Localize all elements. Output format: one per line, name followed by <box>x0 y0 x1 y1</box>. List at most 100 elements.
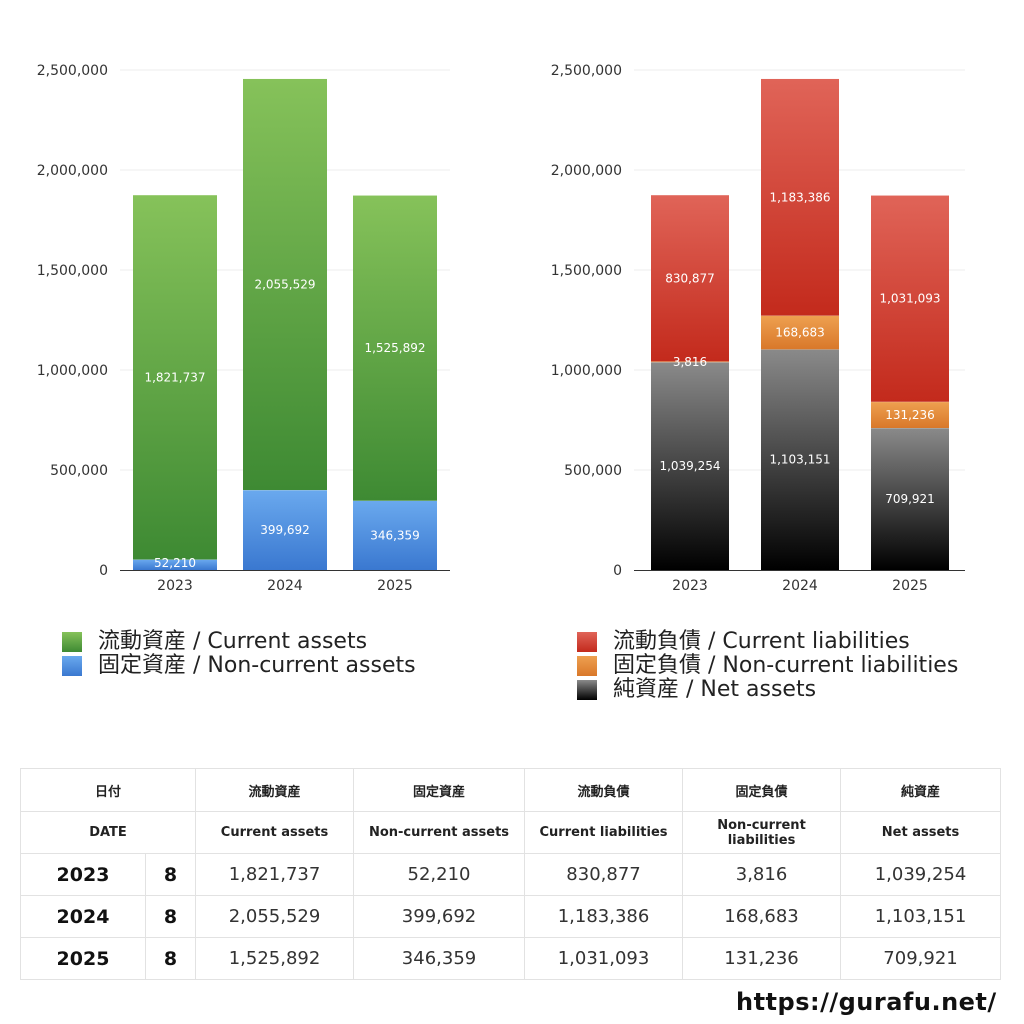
header-net-assets-en: Net assets <box>840 811 1002 854</box>
legend-item: 純資産 / Net assets <box>577 678 958 702</box>
cell-current-liabilities: 830,877 <box>524 853 684 896</box>
header-non-current-liabilities-en: Non-current liabilities <box>682 811 842 854</box>
data-label: 830,877 <box>665 271 715 285</box>
data-label: 709,921 <box>885 492 935 506</box>
legend-item: 流動資産 / Current assets <box>62 630 416 654</box>
header-non-current-assets-en: Non-current assets <box>353 811 526 854</box>
liabilities-chart: 0 500,000 1,000,000 1,500,000 2,000,000 2,500… <box>512 0 1024 614</box>
row-year: 2025 <box>20 937 146 980</box>
bar-segment <box>133 195 217 560</box>
bar-segment <box>133 559 217 570</box>
cell-current-liabilities: 1,183,386 <box>524 895 684 938</box>
bar-segment <box>651 361 729 363</box>
y-tick-label: 1,500,000 <box>551 263 622 279</box>
legend-item: 流動負債 / Current liabilities <box>577 630 958 654</box>
legend-item: 固定資産 / Non-current assets <box>62 654 416 678</box>
liabilities-legend: 流動負債 / Current liabilities 固定負債 / Non-cur… <box>577 630 958 702</box>
cell-net-assets: 709,921 <box>840 937 1002 980</box>
row-months: 8 <box>144 895 197 938</box>
header-current-liabilities-en: Current liabilities <box>524 811 684 854</box>
bar-segment <box>761 78 839 316</box>
legend-label: 固定負債 / Non-current liabilities <box>613 653 959 678</box>
data-label: 346,359 <box>370 528 420 542</box>
row-year: 2023 <box>20 853 146 896</box>
y-tick-label: 1,500,000 <box>37 263 108 279</box>
x-tick-label: 2024 <box>782 578 818 594</box>
data-label: 2,055,529 <box>254 278 315 292</box>
bar-segment <box>871 428 949 570</box>
y-tick-label: 0 <box>99 563 108 579</box>
bar-segment <box>871 401 949 429</box>
header-date-jp: 日付 <box>19 768 197 812</box>
bar-segment <box>761 349 839 570</box>
legend-swatch <box>577 656 597 676</box>
header-current-liabilities-jp: 流動負債 <box>524 768 684 812</box>
legend-label: 流動負債 / Current liabilities <box>613 629 910 654</box>
header-non-current-assets-jp: 固定資産 <box>353 768 526 812</box>
y-tick-label: 500,000 <box>564 463 622 479</box>
bar-segment <box>243 78 327 491</box>
x-tick-label: 2023 <box>672 578 708 594</box>
assets-legend: 流動資産 / Current assets 固定資産 / Non-current … <box>62 630 416 678</box>
bar-segment <box>871 195 949 402</box>
data-label: 1,183,386 <box>769 190 830 204</box>
x-tick-label: 2025 <box>892 578 928 594</box>
assets-chart: 0 500,000 1,000,000 1,500,000 2,000,000 2,500… <box>0 0 512 614</box>
table-header-jp: 日付 流動資産 固定資産 流動負債 固定負債 純資産 <box>19 768 1002 812</box>
bar-segment <box>761 315 839 350</box>
x-tick-label: 2024 <box>267 578 303 594</box>
row-months: 8 <box>144 937 197 980</box>
data-label: 1,821,737 <box>144 370 205 384</box>
legend-label: 固定資産 / Non-current assets <box>98 653 416 678</box>
data-label: 52,210 <box>154 556 196 570</box>
data-label: 131,236 <box>885 408 935 422</box>
header-non-current-liabilities-jp: 固定負債 <box>682 768 842 812</box>
table-row: 2024 8 2,055,529 399,692 1,183,386 168,6… <box>20 895 1002 938</box>
row-months: 8 <box>144 853 197 896</box>
header-current-assets-jp: 流動資産 <box>195 768 355 812</box>
legend-item: 固定負債 / Non-current liabilities <box>577 654 958 678</box>
data-label: 1,031,093 <box>879 292 940 306</box>
y-tick-label: 0 <box>613 563 622 579</box>
x-tick-label: 2023 <box>157 578 193 594</box>
assets-chart-svg: 0 500,000 1,000,000 1,500,000 2,000,000 2,500… <box>37 63 450 594</box>
x-tick-label: 2025 <box>377 578 413 594</box>
bar-segment <box>243 490 327 570</box>
bar-segment <box>353 195 437 501</box>
cell-current-liabilities: 1,031,093 <box>524 937 684 980</box>
y-tick-label: 1,000,000 <box>37 363 108 379</box>
cell-current-assets: 1,821,737 <box>195 853 355 896</box>
legend-label: 純資産 / Net assets <box>613 677 817 702</box>
data-label: 1,103,151 <box>769 453 830 467</box>
y-tick-label: 2,000,000 <box>551 163 622 179</box>
y-tick-label: 2,500,000 <box>551 63 622 79</box>
y-tick-label: 500,000 <box>50 463 108 479</box>
bar-segment <box>651 195 729 362</box>
cell-non-current-assets: 399,692 <box>353 895 526 938</box>
header-date-en: DATE <box>19 811 197 854</box>
header-current-assets-en: Current assets <box>195 811 355 854</box>
legend-swatch <box>577 632 597 652</box>
data-label: 168,683 <box>775 326 825 340</box>
table-header-en: DATE Current assets Non-current assets C… <box>19 811 1002 854</box>
legend-swatch <box>62 632 82 652</box>
cell-current-assets: 2,055,529 <box>195 895 355 938</box>
table-row: 2023 8 1,821,737 52,210 830,877 3,816 1,… <box>20 853 1002 896</box>
cell-non-current-liabilities: 168,683 <box>682 895 842 938</box>
row-year: 2024 <box>20 895 146 938</box>
legend-swatch <box>62 656 82 676</box>
y-tick-label: 2,500,000 <box>37 63 108 79</box>
table-row: 2025 8 1,525,892 346,359 1,031,093 131,2… <box>20 937 1002 980</box>
source-url: https://gurafu.net/ <box>736 988 997 1016</box>
data-table: 日付 流動資産 固定資産 流動負債 固定負債 純資産 DATE Current … <box>19 768 1002 980</box>
cell-non-current-liabilities: 131,236 <box>682 937 842 980</box>
data-label: 1,039,254 <box>659 459 720 473</box>
legend-label: 流動資産 / Current assets <box>98 629 368 654</box>
header-net-assets-jp: 純資産 <box>840 768 1002 812</box>
liabilities-chart-svg: 0 500,000 1,000,000 1,500,000 2,000,000 2,500… <box>551 63 965 594</box>
cell-non-current-liabilities: 3,816 <box>682 853 842 896</box>
cell-non-current-assets: 52,210 <box>353 853 526 896</box>
cell-net-assets: 1,039,254 <box>840 853 1002 896</box>
data-label: 399,692 <box>260 523 310 537</box>
data-label: 1,525,892 <box>364 341 425 355</box>
